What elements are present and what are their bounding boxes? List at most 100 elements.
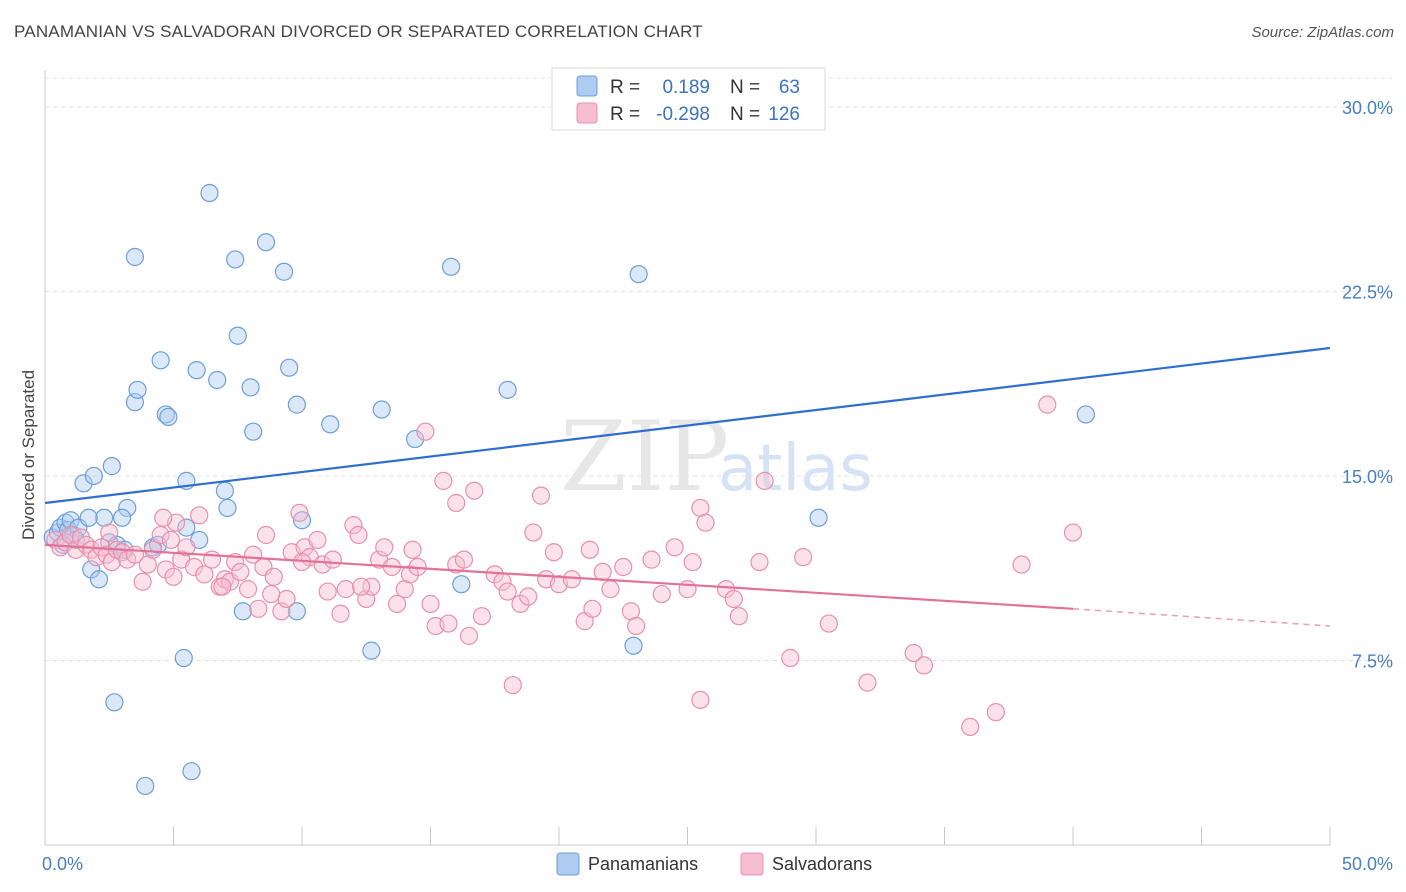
point-salvadorans-122: [403, 540, 422, 559]
point-salvadorans-77: [519, 587, 538, 606]
legend-r-value-2: -0.298: [656, 104, 710, 125]
point-salvadorans-61: [400, 565, 420, 584]
point-salvadorans-98: [716, 580, 736, 599]
point-salvadorans-20: [156, 560, 175, 579]
point-salvadorans-110: [1012, 555, 1031, 574]
point-salvadorans-71: [465, 481, 484, 500]
point-panamanians-36: [218, 498, 237, 518]
point-salvadorans-103: [794, 548, 813, 567]
point-salvadorans-57: [375, 538, 394, 557]
point-salvadorans-93: [665, 538, 684, 557]
point-panamanians-57: [1076, 405, 1095, 424]
trend-line-panamanians: [44, 346, 1331, 505]
point-panamanians-45: [287, 395, 306, 414]
point-panamanians-59: [136, 776, 155, 796]
point-salvadorans-90: [626, 616, 646, 636]
point-panamanians-16: [89, 570, 109, 589]
data-points: [43, 183, 1095, 796]
point-salvadorans-92: [652, 584, 671, 604]
point-salvadorans-67: [439, 614, 458, 633]
point-salvadorans-97: [683, 552, 702, 572]
watermark-zip: ZIP: [560, 401, 729, 513]
series-legend: Panamanians Salvadorans: [556, 852, 872, 876]
point-panamanians-12: [102, 457, 121, 476]
point-panamanians-14: [79, 508, 98, 527]
bottom-legend-swatch-salvadorans: [740, 852, 764, 876]
trend-lines: [44, 346, 1331, 627]
point-panamanians-49: [372, 400, 391, 419]
point-panamanians-26: [156, 405, 175, 424]
point-panamanians-37: [226, 250, 245, 269]
point-salvadorans-51: [336, 580, 355, 599]
point-panamanians-54: [629, 265, 648, 284]
point-salvadorans-111: [1038, 395, 1057, 414]
point-salvadorans-125: [154, 508, 173, 527]
point-salvadorans-78: [524, 523, 543, 542]
point-salvadorans-41: [277, 589, 296, 609]
point-salvadorans-66: [434, 471, 453, 490]
point-salvadorans-83: [562, 570, 581, 589]
point-salvadorans-63: [416, 422, 435, 441]
point-panamanians-58: [105, 693, 124, 712]
point-salvadorans-118: [691, 690, 710, 709]
point-salvadorans-112: [1063, 523, 1083, 542]
point-salvadorans-72: [472, 607, 491, 626]
point-salvadorans-81: [544, 543, 563, 562]
point-salvadorans-47: [313, 555, 332, 574]
point-salvadorans-70: [459, 626, 479, 645]
y-axis-title: Divorced or Separated: [19, 370, 38, 540]
point-salvadorans-116: [100, 523, 119, 542]
point-salvadorans-59: [387, 594, 407, 613]
y-tick-label-1: 15.0%: [1342, 467, 1393, 487]
point-salvadorans-22: [164, 567, 183, 586]
point-panamanians-41: [244, 422, 263, 441]
correlation-legend: R = 0.189 N = 63 R = -0.298 N = 126: [551, 67, 826, 131]
point-panamanians-29: [177, 518, 196, 537]
bottom-legend-swatch-panamanians: [556, 852, 580, 876]
point-salvadorans-119: [750, 552, 769, 572]
point-salvadorans-43: [290, 503, 309, 522]
point-salvadorans-85: [583, 599, 602, 618]
point-salvadorans-94: [678, 580, 697, 599]
legend-n-label-1: N =: [730, 77, 760, 98]
point-salvadorans-27: [195, 565, 214, 584]
legend-n-value-2: 126: [768, 104, 800, 125]
point-salvadorans-69: [454, 550, 474, 569]
watermark: ZIP atlas: [560, 401, 873, 513]
point-salvadorans-52: [344, 516, 363, 535]
point-panamanians-11: [84, 466, 103, 486]
point-salvadorans-28: [202, 550, 222, 569]
point-salvadorans-113: [352, 577, 371, 596]
point-panamanians-25: [151, 351, 170, 370]
point-panamanians-62: [362, 641, 381, 660]
point-salvadorans-33: [231, 562, 250, 582]
point-salvadorans-96: [696, 513, 715, 532]
point-salvadorans-102: [781, 648, 800, 668]
point-salvadorans-46: [308, 530, 327, 550]
point-salvadorans-117: [503, 675, 522, 695]
point-salvadorans-121: [447, 493, 466, 513]
point-salvadorans-105: [858, 673, 877, 692]
point-salvadorans-34: [238, 580, 258, 599]
point-panamanians-17: [118, 498, 137, 518]
point-salvadorans-16: [133, 572, 152, 591]
y-tick-label-2: 22.5%: [1342, 282, 1393, 302]
point-salvadorans-48: [318, 582, 337, 601]
tick-labels: 7.5% 15.0% 22.5% 30.0% 0.0% 50.0%: [42, 98, 1393, 874]
point-panamanians-50: [405, 429, 425, 449]
point-panamanians-38: [228, 326, 247, 345]
point-salvadorans-86: [593, 562, 612, 582]
point-panamanians-39: [233, 602, 252, 621]
point-panamanians-53: [498, 380, 517, 399]
point-salvadorans-107: [914, 656, 934, 675]
point-salvadorans-114: [262, 584, 281, 604]
point-salvadorans-55: [362, 577, 381, 596]
source-label: Source: ZipAtlas.com: [1251, 24, 1394, 41]
point-panamanians-48: [287, 602, 306, 621]
point-salvadorans-64: [421, 594, 440, 613]
point-salvadorans-53: [349, 525, 368, 545]
point-salvadorans-106: [904, 643, 923, 663]
point-salvadorans-76: [511, 594, 530, 613]
point-salvadorans-100: [729, 607, 749, 626]
